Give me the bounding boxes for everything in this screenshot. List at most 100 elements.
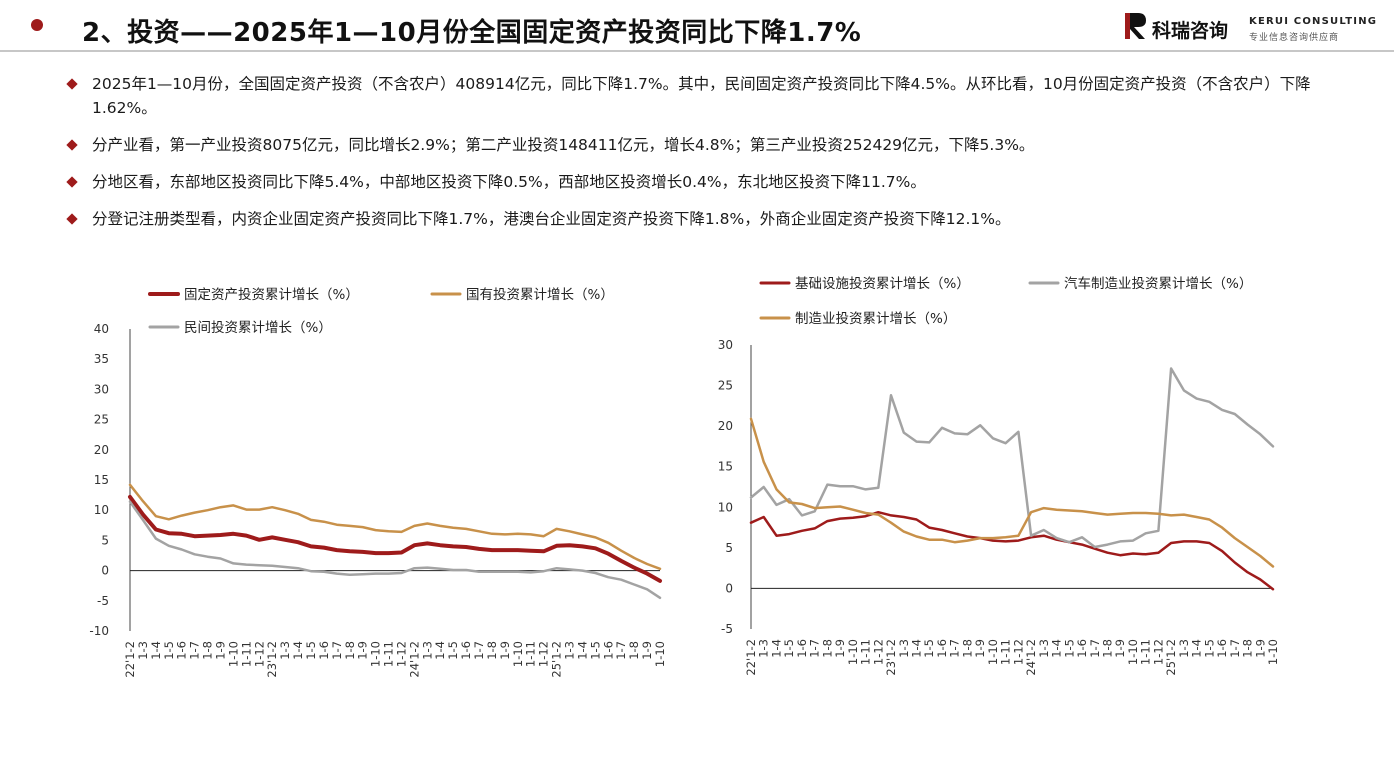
x-tick-label: 1-11: [859, 639, 873, 665]
x-tick-label: 1-9: [356, 641, 370, 660]
x-tick-label: 1-10: [511, 641, 525, 667]
bullet-text: 分地区看，东部地区投资同比下降5.4%，中部地区投资下降0.5%，西部地区投资增…: [92, 173, 926, 191]
x-tick-label: 1-3: [1037, 639, 1051, 658]
y-tick-label: 25: [94, 413, 109, 427]
y-tick-label: 5: [101, 533, 109, 547]
y-tick-label: 0: [101, 564, 109, 578]
x-tick-label: 1-8: [201, 641, 215, 660]
x-tick-label: 1-5: [782, 639, 796, 658]
x-tick-label: 1-5: [922, 639, 936, 658]
x-tick-label: 1-9: [833, 639, 847, 658]
legend-label: 固定资产投资累计增长（%）: [184, 287, 359, 303]
x-tick-label: 1-8: [627, 641, 641, 660]
header-bullet-dot: [31, 19, 43, 31]
y-tick-label: -5: [721, 622, 733, 636]
bullet-item: 2025年1—10月份，全国固定资产投资（不含农户）408914亿元，同比下降1…: [60, 72, 1320, 120]
x-tick-label: 1-7: [614, 641, 628, 660]
y-tick-label: 40: [94, 322, 109, 336]
x-tick-label: 24'1-2: [1024, 639, 1038, 676]
x-tick-label: 1-3: [563, 641, 577, 660]
x-tick-label: 1-10: [1266, 639, 1280, 665]
x-tick-label: 1-5: [304, 641, 318, 660]
x-tick-label: 1-12: [537, 641, 551, 667]
x-tick-label: 1-6: [459, 641, 473, 660]
legend-label: 基础设施投资累计增长（%）: [795, 275, 970, 292]
x-tick-label: 22'1-2: [744, 639, 758, 676]
x-tick-label: 1-8: [960, 639, 974, 658]
x-tick-label: 1-9: [498, 641, 512, 660]
x-tick-label: 1-8: [485, 641, 499, 660]
bullet-text: 2025年1—10月份，全国固定资产投资（不含农户）408914亿元，同比下降1…: [92, 75, 1311, 117]
logo-english-name: KERUI CONSULTING: [1249, 16, 1378, 27]
x-tick-label: 1-11: [239, 641, 253, 667]
x-tick-label: 1-11: [382, 641, 396, 667]
x-tick-label: 1-5: [162, 641, 176, 660]
x-tick-label: 25'1-2: [550, 641, 564, 678]
y-tick-label: 10: [94, 503, 109, 517]
x-tick-label: 1-5: [446, 641, 460, 660]
slide-title: 2、投资——2025年1—10月份全国固定资产投资同比下降1.7%: [82, 18, 862, 48]
x-tick-label: 1-3: [278, 641, 292, 660]
y-tick-label: 25: [718, 379, 733, 393]
legend-label: 民间投资累计增长（%）: [184, 320, 332, 336]
x-tick-label: 1-5: [588, 641, 602, 660]
x-tick-label: 1-7: [330, 641, 344, 660]
x-tick-label: 1-4: [149, 641, 163, 660]
x-tick-label: 1-6: [1075, 639, 1089, 658]
x-tick-label: 1-6: [935, 639, 949, 658]
y-tick-label: 15: [94, 473, 109, 487]
legend-label: 汽车制造业投资累计增长（%）: [1064, 275, 1252, 292]
x-tick-label: 1-3: [136, 641, 150, 660]
company-logo: 科瑞咨询 KERUI CONSULTING 专业信息咨询供应商: [1125, 12, 1376, 44]
y-tick-label: 20: [94, 443, 109, 457]
legend-label: 国有投资累计增长（%）: [466, 287, 614, 303]
x-tick-label: 1-8: [1241, 639, 1255, 658]
x-tick-label: 1-6: [601, 641, 615, 660]
chart-investment-growth: -10-5051015202530354022'1-21-31-41-51-61…: [89, 287, 667, 678]
logo-chinese-name: 科瑞咨询: [1152, 20, 1229, 42]
bullet-text: 分产业看，第一产业投资8075亿元，同比增长2.9%；第二产业投资148411亿…: [92, 136, 1035, 154]
x-tick-label: 1-3: [1177, 639, 1191, 658]
x-tick-label: 1-9: [640, 641, 654, 660]
x-tick-label: 1-7: [1228, 639, 1242, 658]
y-tick-label: -5: [97, 594, 109, 608]
x-tick-label: 1-3: [897, 639, 911, 658]
x-tick-label: 23'1-2: [884, 639, 898, 676]
x-tick-label: 1-9: [1253, 639, 1267, 658]
x-tick-label: 1-11: [524, 641, 538, 667]
x-tick-label: 1-9: [973, 639, 987, 658]
series-line-1: [749, 510, 1275, 591]
x-tick-label: 1-10: [226, 641, 240, 667]
x-tick-label: 1-7: [948, 639, 962, 658]
x-tick-label: 1-10: [369, 641, 383, 667]
kerui-logo-icon: [1125, 13, 1146, 39]
x-tick-label: 1-7: [188, 641, 202, 660]
y-tick-label: 15: [718, 460, 733, 474]
x-tick-label: 1-4: [575, 641, 589, 660]
x-tick-label: 1-4: [769, 639, 783, 658]
x-tick-label: 1-9: [213, 641, 227, 660]
x-tick-label: 1-5: [1062, 639, 1076, 658]
x-tick-label: 1-4: [433, 641, 447, 660]
series-line-3: [128, 500, 662, 600]
chart-sector-investment-growth: -505101520253022'1-21-31-41-51-61-71-81-…: [718, 275, 1280, 676]
x-tick-label: 1-11: [1139, 639, 1153, 665]
header-divider: [0, 50, 1394, 52]
x-tick-label: 24'1-2: [407, 641, 421, 678]
x-tick-label: 1-7: [472, 641, 486, 660]
x-tick-label: 1-4: [910, 639, 924, 658]
x-tick-label: 22'1-2: [123, 641, 137, 678]
series-line-2: [128, 483, 662, 571]
x-tick-label: 1-6: [175, 641, 189, 660]
x-tick-label: 1-7: [808, 639, 822, 658]
y-tick-label: 30: [718, 338, 733, 352]
bullet-text: 分登记注册类型看，内资企业固定资产投资同比下降1.7%，港澳台企业固定资产投资下…: [92, 210, 1011, 228]
y-tick-label: 35: [94, 352, 109, 366]
y-tick-label: 30: [94, 382, 109, 396]
logo-tagline: 专业信息咨询供应商: [1249, 33, 1340, 43]
summary-bullets: 2025年1—10月份，全国固定资产投资（不含农户）408914亿元，同比下降1…: [60, 72, 1320, 244]
y-tick-label: 20: [718, 419, 733, 433]
x-tick-label: 1-6: [795, 639, 809, 658]
x-tick-label: 1-5: [1202, 639, 1216, 658]
x-tick-label: 1-10: [846, 639, 860, 665]
